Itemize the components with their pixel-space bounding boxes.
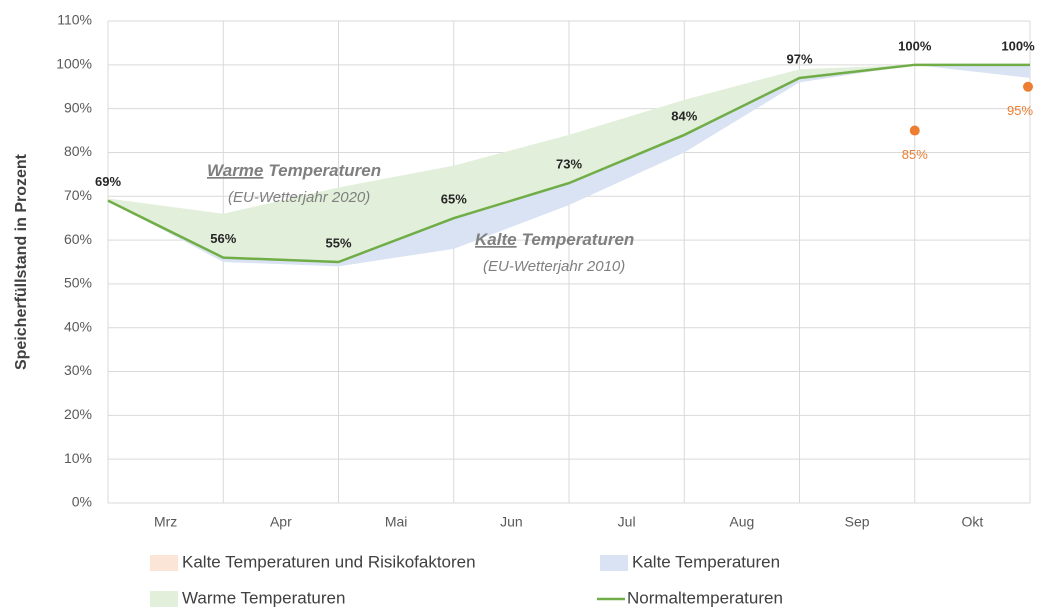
x-tick-label: Jun — [500, 514, 523, 530]
x-tick-label: Mrz — [154, 514, 177, 530]
y-tick-label: 20% — [64, 406, 92, 422]
legend-label: Kalte Temperaturen und Risikofaktoren — [182, 552, 476, 571]
y-tick-label: 40% — [64, 318, 92, 334]
legend-label: Normaltemperaturen — [627, 588, 783, 607]
data-label: 95% — [1007, 103, 1033, 118]
data-label: 73% — [556, 157, 582, 172]
annotation-note: (EU-Wetterjahr 2020) — [228, 189, 370, 206]
x-tick-label: Okt — [961, 514, 983, 530]
annotation-text: Temperaturen — [268, 161, 381, 180]
data-label: 56% — [210, 231, 236, 246]
area-band — [108, 64, 1030, 263]
data-point — [909, 125, 920, 136]
data-label: 100% — [898, 38, 932, 53]
y-tick-label: 110% — [57, 12, 92, 28]
x-tick-label: Apr — [270, 514, 292, 530]
y-tick-label: 50% — [64, 275, 92, 291]
data-point — [1023, 81, 1033, 92]
x-tick-label: Mai — [385, 514, 408, 530]
y-tick-label: 100% — [56, 56, 92, 72]
y-tick-label: 30% — [64, 362, 92, 378]
data-label: 69% — [95, 174, 121, 189]
annotation-text: Temperaturen — [522, 230, 635, 249]
legend-label: Kalte Temperaturen — [632, 552, 780, 571]
y-axis-title: Speicherfüllstand in Prozent — [13, 153, 30, 370]
legend-swatch — [150, 555, 178, 571]
annotation-note: (EU-Wetterjahr 2010) — [483, 258, 625, 275]
data-label: 100% — [1001, 38, 1035, 53]
y-tick-label: 90% — [64, 99, 92, 115]
y-tick-label: 80% — [64, 143, 92, 159]
x-tick-label: Sep — [845, 514, 870, 530]
legend-label: Warme Temperaturen — [182, 588, 345, 607]
data-label: 85% — [902, 147, 928, 162]
annotation: Kalte Temperaturen — [475, 230, 634, 249]
y-tick-label: 70% — [64, 187, 92, 203]
line — [107, 63, 1030, 264]
data-label: 84% — [671, 108, 697, 123]
annotation: Warme Temperaturen — [207, 161, 381, 180]
x-tick-label: Aug — [729, 514, 754, 530]
data-label: 65% — [441, 192, 467, 207]
annotation-underlined: Kalte — [475, 230, 517, 249]
legend-swatch — [150, 591, 178, 607]
data-label: 97% — [786, 51, 812, 66]
legend-swatch — [600, 555, 628, 571]
x-tick-label: Jul — [618, 514, 636, 530]
annotation-underlined: Warme — [207, 161, 263, 180]
data-label: 55% — [325, 235, 351, 250]
y-tick-label: 10% — [64, 450, 92, 466]
y-tick-label: 0% — [72, 494, 92, 510]
y-tick-label: 60% — [64, 231, 92, 247]
